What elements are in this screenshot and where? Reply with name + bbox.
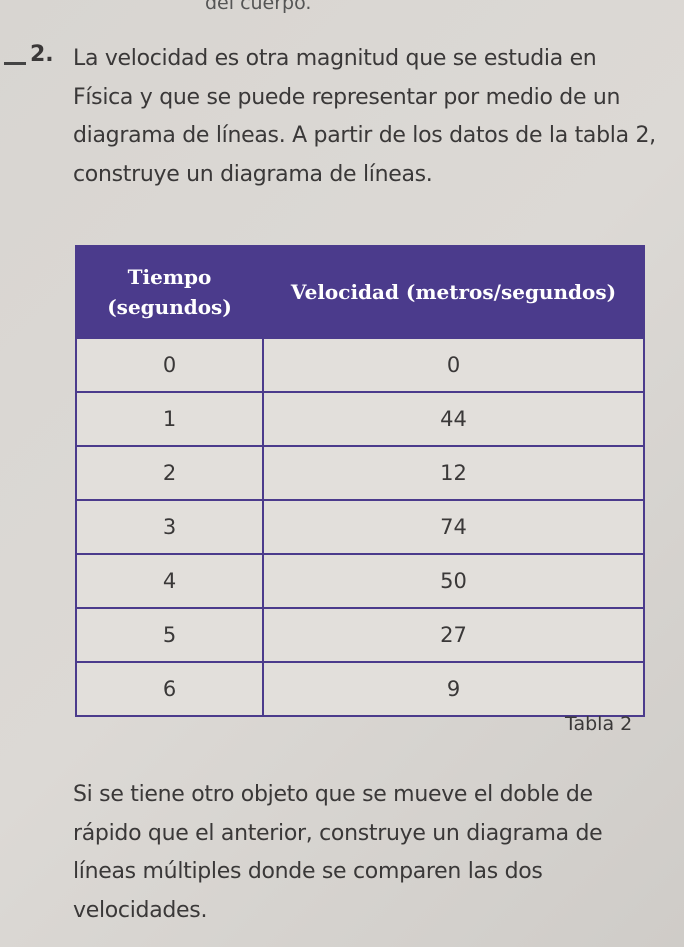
velocity-cell: 44 — [262, 391, 645, 447]
table-row: 3 74 — [75, 499, 645, 555]
velocity-cell: 74 — [262, 499, 645, 555]
header-velocity: Velocidad (metros/segundos) — [262, 245, 645, 339]
table-row: 5 27 — [75, 607, 645, 663]
time-cell: 5 — [75, 607, 264, 663]
exercise-prompt: La velocidad es otra magnitud que se est… — [73, 46, 656, 187]
table-row: 4 50 — [75, 553, 645, 609]
time-cell: 3 — [75, 499, 264, 555]
time-cell: 0 — [75, 337, 264, 393]
time-cell: 1 — [75, 391, 264, 447]
velocity-cell: 9 — [262, 661, 645, 717]
table-row: 2 12 — [75, 445, 645, 501]
followup-prompt: Si se tiene otro objeto que se mueve el … — [73, 782, 603, 923]
velocity-cell: 50 — [262, 553, 645, 609]
answer-line — [4, 62, 26, 65]
velocity-cell: 12 — [262, 445, 645, 501]
table-caption: Tabla 2 — [565, 713, 633, 735]
time-cell: 6 — [75, 661, 264, 717]
velocity-cell: 27 — [262, 607, 645, 663]
table-row: 1 44 — [75, 391, 645, 447]
velocity-cell: 0 — [262, 337, 645, 393]
time-cell: 2 — [75, 445, 264, 501]
data-table: Tiempo (segundos) Velocidad (metros/segu… — [75, 245, 645, 717]
header-time: Tiempo (segundos) — [75, 245, 264, 339]
exercise-number: 2. — [30, 42, 54, 67]
time-cell: 4 — [75, 553, 264, 609]
page-header-fragment: del cuerpo. — [205, 0, 312, 14]
